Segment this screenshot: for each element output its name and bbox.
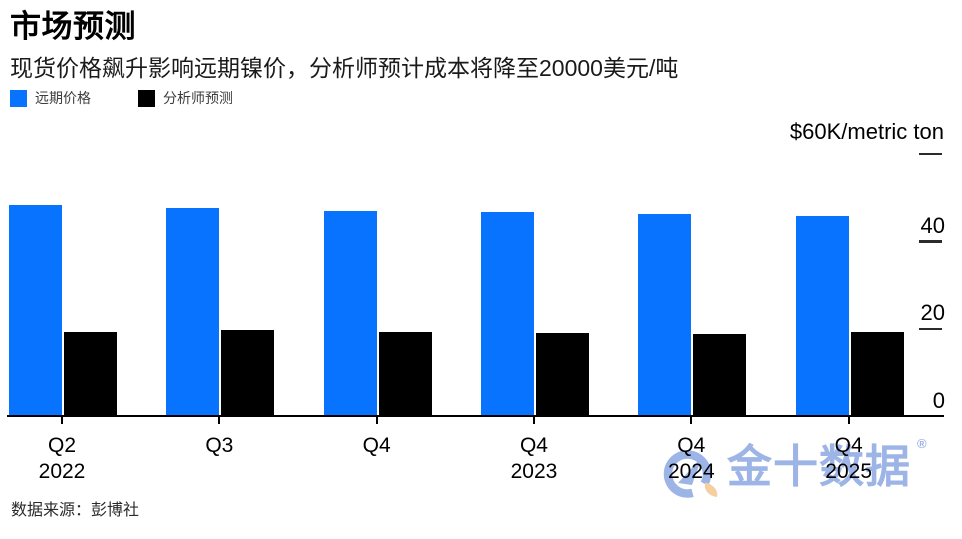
bar-analyst-forecast bbox=[693, 334, 747, 417]
legend-label: 远期价格 bbox=[35, 90, 91, 106]
x-tick-label-line: Q4 bbox=[519, 434, 548, 457]
x-tick-mark bbox=[690, 417, 693, 424]
bar-forward-price bbox=[638, 214, 692, 417]
jin10-logo-icon bbox=[663, 450, 718, 498]
x-tick-label: Q4 2025 bbox=[779, 433, 919, 485]
y-axis-unit-label: $60K/metric ton bbox=[789, 119, 944, 144]
chart-subtitle: 现货价格飙升影响远期镍价，分析师预计成本将降至20000美元/吨 bbox=[10, 55, 679, 81]
x-tick-label: Q4 bbox=[307, 433, 447, 459]
x-tick-mark bbox=[532, 417, 535, 424]
registered-mark-icon: ® bbox=[917, 436, 927, 451]
x-tick-label: Q3 bbox=[149, 433, 289, 459]
x-tick-mark bbox=[218, 417, 221, 424]
x-tick-label-line: Q4 bbox=[677, 434, 706, 457]
y-tick-label: 20 bbox=[920, 300, 945, 326]
x-tick-label-line: 2024 bbox=[667, 460, 715, 483]
bar-forward-price bbox=[9, 205, 62, 417]
x-tick-label: Q4 2024 bbox=[621, 433, 761, 485]
x-tick-label-line: 2023 bbox=[510, 460, 558, 483]
bar-forward-price bbox=[795, 215, 849, 417]
x-tick-label-line: Q4 bbox=[834, 434, 863, 457]
x-tick-label: Q2 2022 bbox=[0, 433, 132, 485]
legend-swatch-icon bbox=[10, 89, 27, 107]
y-tick-label: 0 bbox=[932, 388, 945, 413]
legend: 远期价格 分析师预测 bbox=[10, 88, 233, 108]
x-tick-label-line: Q3 bbox=[205, 434, 234, 457]
y-tick-mark bbox=[919, 240, 942, 243]
x-tick-mark bbox=[847, 417, 850, 424]
x-tick-mark bbox=[61, 417, 63, 424]
legend-item-1: 分析师预测 bbox=[138, 88, 233, 108]
legend-label: 分析师预测 bbox=[163, 90, 233, 106]
bar-forward-price bbox=[323, 210, 377, 417]
watermark-text: 金十数据 bbox=[727, 441, 912, 492]
legend-swatch-icon bbox=[138, 89, 155, 107]
bar-analyst-forecast bbox=[378, 332, 432, 417]
y-tick-label: 40 bbox=[920, 212, 945, 238]
page-title: 市场预测 bbox=[10, 9, 136, 44]
x-axis-baseline bbox=[7, 415, 944, 417]
legend-item-0: 远期价格 bbox=[10, 88, 91, 108]
x-tick-label-line: Q2 bbox=[47, 434, 76, 457]
bar-forward-price bbox=[166, 208, 220, 417]
y-tick-mark bbox=[919, 152, 942, 156]
x-tick-label-line: Q4 bbox=[362, 434, 391, 457]
x-tick-label: Q4 2023 bbox=[464, 433, 604, 485]
bar-analyst-forecast bbox=[64, 331, 117, 417]
bar-analyst-forecast bbox=[535, 332, 589, 417]
x-tick-label-line: 2022 bbox=[38, 460, 86, 483]
source-note: 数据来源：彭博社 bbox=[11, 502, 140, 519]
bar-forward-price bbox=[480, 212, 534, 417]
x-tick-mark bbox=[375, 417, 378, 424]
bar-analyst-forecast bbox=[850, 332, 904, 417]
y-tick-mark bbox=[919, 327, 942, 331]
bar-analyst-forecast bbox=[221, 329, 275, 417]
x-tick-label-line: 2025 bbox=[825, 460, 872, 483]
